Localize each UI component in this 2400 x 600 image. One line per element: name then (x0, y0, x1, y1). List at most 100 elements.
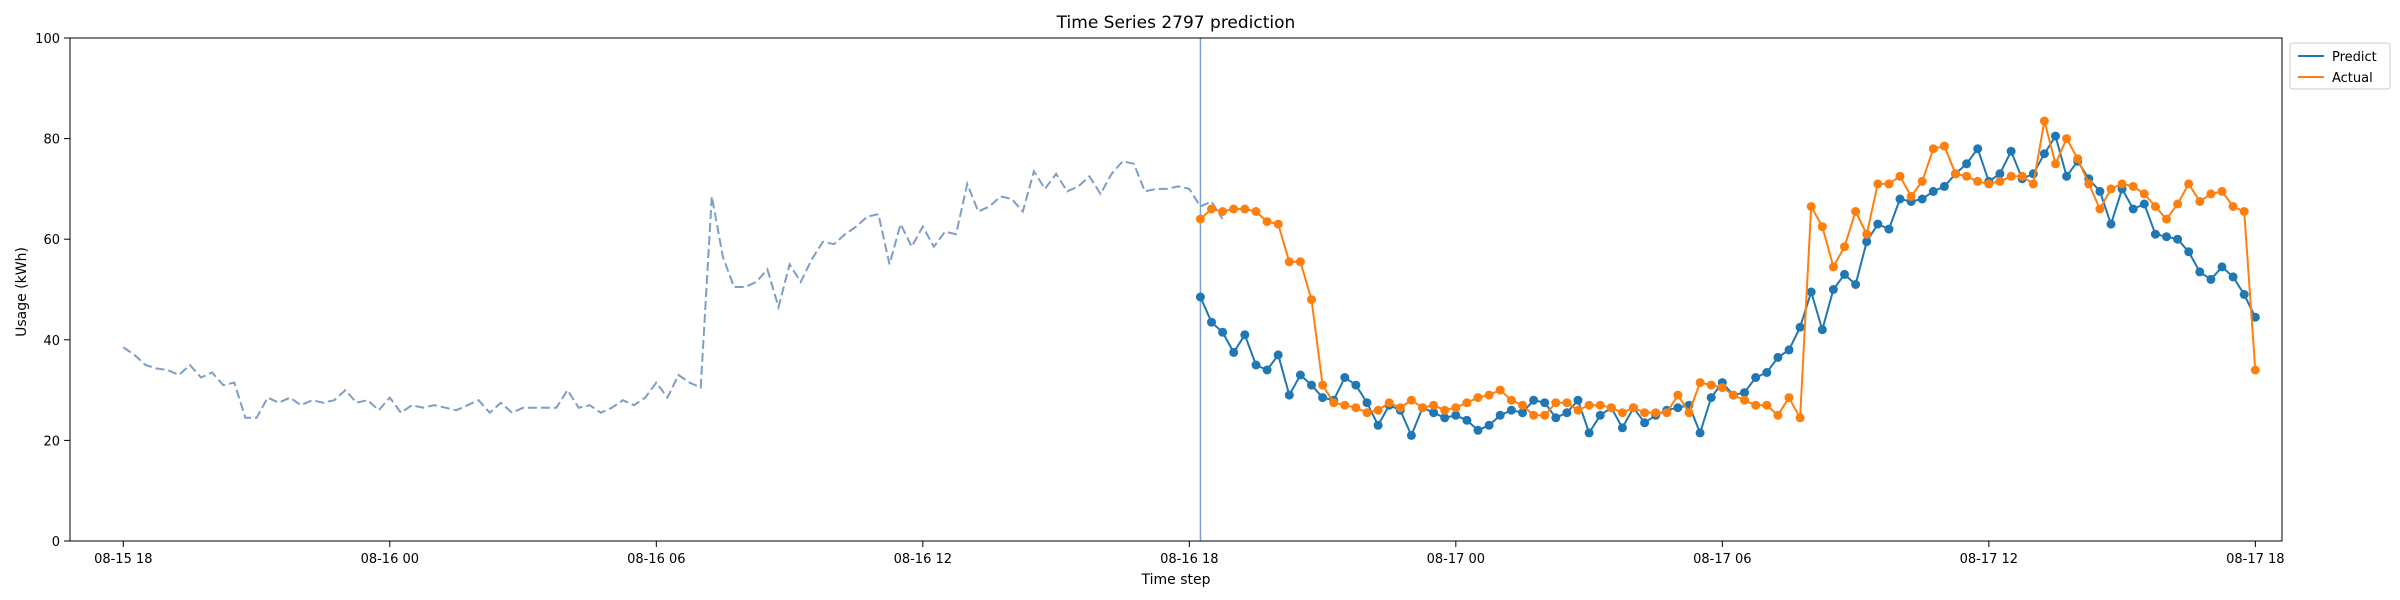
predict-point (1806, 287, 1816, 297)
actual-point (1495, 385, 1505, 395)
x-tick-label: 08-15 18 (94, 552, 152, 567)
actual-point (2017, 171, 2027, 181)
actual-point (2250, 365, 2260, 375)
actual-point (1440, 405, 1450, 415)
legend-label-predict: Predict (2332, 50, 2377, 65)
actual-point (1384, 398, 1394, 408)
actual-point (1540, 410, 1550, 420)
actual-point (2062, 134, 2072, 144)
plot-frame (69, 37, 2283, 542)
x-axis-label: Time step (1141, 572, 1211, 588)
actual-point (2206, 189, 2216, 199)
predict-point (1495, 410, 1505, 420)
predict-point (1273, 350, 1283, 360)
actual-point (1395, 403, 1405, 413)
actual-point (1240, 204, 1250, 214)
actual-point (1817, 222, 1827, 232)
actual-point (1506, 395, 1516, 405)
actual-point (1728, 390, 1738, 400)
actual-point (1251, 207, 1261, 216)
actual-point (1595, 400, 1605, 410)
actual-point (1895, 171, 1905, 181)
actual-point (2162, 214, 2171, 224)
predict-point (1295, 370, 1305, 380)
actual-point (1573, 405, 1583, 415)
predict-point (1751, 373, 1761, 382)
predict-point (1251, 360, 1261, 370)
predict-point (1262, 365, 1272, 375)
predict-point (1851, 280, 1861, 289)
y-tick-label: 20 (43, 434, 60, 449)
predict-point (1307, 380, 1316, 390)
predict-point (2195, 267, 2205, 277)
actual-point (2239, 207, 2249, 216)
actual-point (1295, 257, 1305, 267)
predict-point (1451, 410, 1461, 420)
predict-point (1695, 428, 1705, 438)
predict-point (2217, 262, 2227, 272)
actual-point (1917, 176, 1927, 186)
predict-point (1939, 181, 1949, 191)
actual-point (2006, 171, 2016, 181)
actual-point (1273, 219, 1283, 229)
actual-point (1617, 408, 1627, 418)
actual-point (1740, 395, 1749, 405)
actual-point (2128, 181, 2138, 191)
predict-point (1928, 186, 1938, 196)
actual-point (2039, 116, 2049, 126)
actual-point (2117, 179, 2127, 189)
y-tick-label: 100 (35, 32, 60, 47)
predict-point (1828, 285, 1838, 294)
predict-point (1518, 408, 1527, 418)
actual-point (1451, 403, 1461, 413)
actual-point (1806, 202, 1816, 211)
actual-point (2217, 186, 2227, 196)
predict-point (2062, 171, 2072, 181)
predict-point (1673, 403, 1683, 413)
actual-point (1473, 393, 1483, 403)
predict-point (2162, 232, 2171, 242)
actual-point (1373, 405, 1383, 415)
actual-point (1629, 403, 1638, 413)
actual-point (1329, 398, 1339, 408)
actual-point (1406, 395, 1416, 405)
predict-point (1440, 413, 1450, 423)
history-line (122, 160, 1224, 419)
actual-point (1484, 390, 1494, 400)
predict-point (1506, 405, 1516, 415)
predict-point (1617, 423, 1627, 433)
actual-point (1939, 141, 1949, 151)
predict-point (2128, 204, 2138, 214)
actual-point (2073, 154, 2083, 164)
actual-point (1706, 380, 1716, 390)
predict-point (1562, 408, 1572, 418)
y-tick-label: 40 (43, 334, 60, 349)
actual-point (1840, 242, 1849, 252)
actual-point (1751, 400, 1761, 410)
predict-point (2106, 219, 2116, 229)
actual-point (2095, 204, 2105, 214)
actual-point (1462, 398, 1472, 408)
predict-point (1207, 317, 1216, 327)
predict-point (1895, 194, 1905, 204)
y-tick-label: 0 (52, 535, 60, 550)
actual-point (1762, 400, 1772, 410)
predict-point (1840, 269, 1849, 279)
predict-point (1917, 194, 1927, 204)
actual-point (1717, 383, 1727, 393)
predict-point (1351, 380, 1361, 390)
predict-point (1284, 390, 1294, 400)
predict-point (1362, 398, 1372, 408)
actual-point (1351, 403, 1361, 413)
predict-point (2139, 199, 2149, 209)
x-tick-label: 08-17 12 (1960, 552, 2018, 567)
predict-point (2184, 247, 2194, 257)
actual-point (1262, 217, 1272, 227)
predict-point (2173, 234, 2183, 244)
predict-point (1773, 352, 1783, 362)
actual-point (1873, 179, 1883, 189)
actual-point (2173, 199, 2183, 209)
actual-point (1951, 169, 1960, 179)
actual-point (2106, 184, 2116, 194)
predict-point (1862, 237, 1872, 247)
